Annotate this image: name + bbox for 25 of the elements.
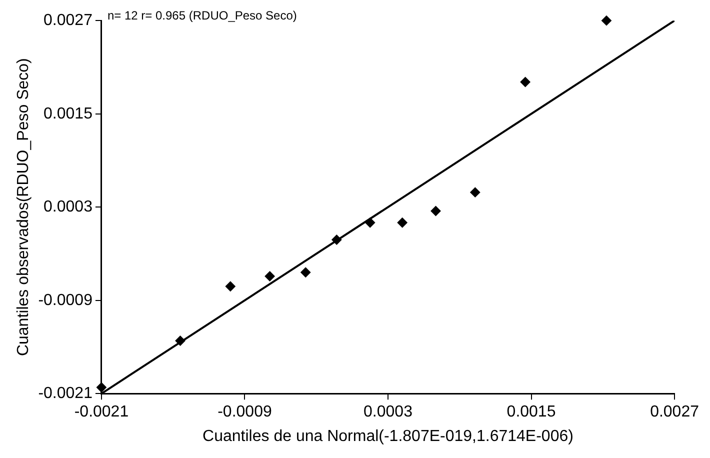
y-tick-label: 0.0015: [44, 105, 93, 122]
x-tick-label: 0.0027: [650, 404, 700, 421]
x-axis-title: Cuantiles de una Normal(-1.807E-019,1.6714E-006): [202, 428, 574, 445]
x-tick-label: -0.0009: [218, 404, 272, 421]
y-tick-label: -0.0009: [38, 292, 93, 309]
point: [264, 271, 275, 282]
point: [300, 267, 311, 278]
y-axis-title: Cuantiles observados(RDUO_Peso Seco): [15, 58, 32, 356]
x-tick-label: 0.0015: [506, 404, 556, 421]
point: [332, 234, 342, 245]
point: [430, 206, 441, 216]
annotation: n= 12 r= 0.965 (RDUO_Peso Seco): [107, 8, 297, 23]
point: [175, 336, 186, 346]
y-tick-label: -0.0021: [38, 385, 93, 402]
point: [225, 281, 236, 292]
point: [520, 76, 530, 87]
point: [601, 16, 612, 26]
y-tick-label: 0.0027: [44, 12, 93, 30]
point: [470, 187, 480, 198]
point: [397, 218, 408, 228]
x-tick-label: 0.0003: [364, 404, 413, 421]
y-tick-label: 0.0003: [44, 198, 93, 216]
x-tick-label: -0.0021: [74, 404, 129, 421]
point: [96, 382, 106, 392]
point: [365, 218, 376, 228]
